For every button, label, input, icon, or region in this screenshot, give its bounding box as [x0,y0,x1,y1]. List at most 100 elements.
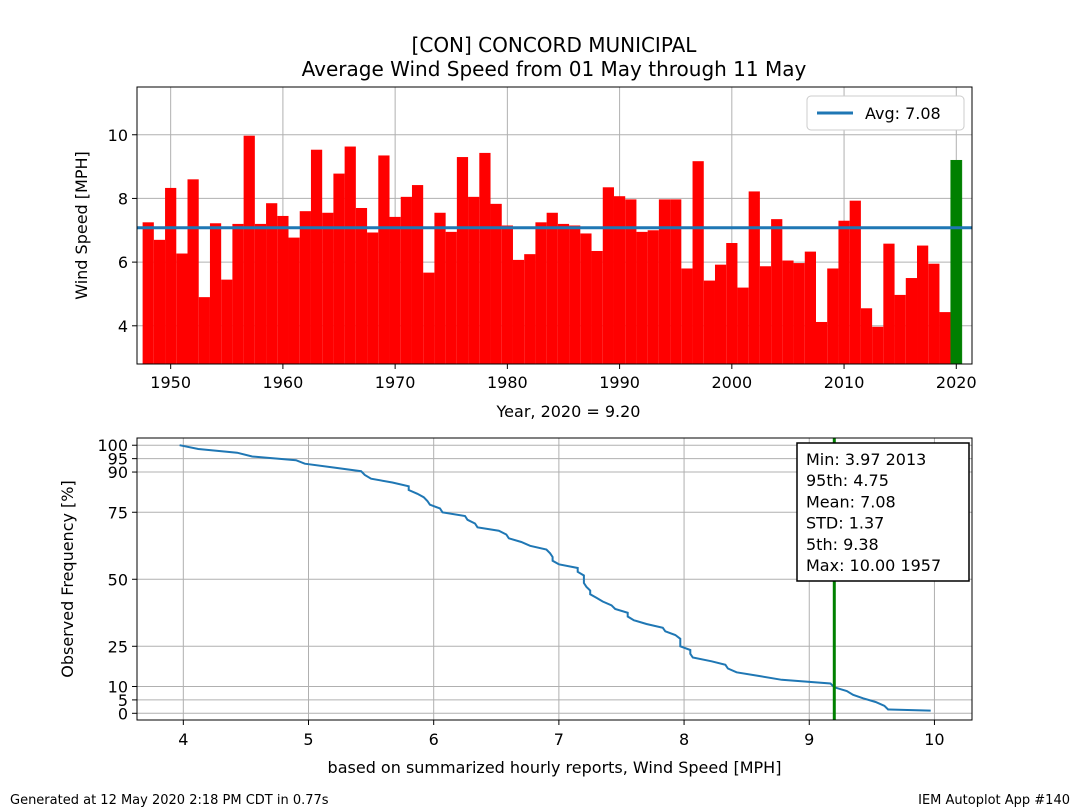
legend-box [806,95,965,131]
bar-1959 [266,203,278,364]
bottom-y-tick-label: 75 [108,503,128,522]
bottom-y-axis-label: Observed Frequency [%] [58,480,77,678]
stats-line: Max: 10.00 1957 [806,556,941,575]
bar-1974 [434,212,446,364]
bar-1950 [165,187,177,364]
top-bar-panel: 1950 1960 1970 1980 1990 2000 2010 2020 4 6 8 10 Yea… [72,86,977,421]
bottom-y-tick-label: 50 [108,570,128,589]
bar-1972 [411,185,424,364]
bar-1951 [176,253,188,364]
bar-1968 [367,232,379,364]
bar-1956 [232,223,244,364]
bottom-y-tick-label: 0 [118,704,128,723]
bottom-y-tick-label: 90 [108,463,128,482]
top-x-tick-label: 2000 [711,373,752,392]
bar-1996 [681,268,693,364]
bottom-x-tick-label: 9 [804,730,814,749]
bar-2009 [827,268,839,364]
bar-1977 [468,196,480,364]
stats-line: STD: 1.37 [806,514,884,533]
bar-2005 [782,260,794,364]
bar-1984 [546,212,558,364]
top-x-tick-label: 2020 [936,373,977,392]
bar-1993 [647,230,659,364]
bar-1954 [209,223,222,364]
top-x-axis-label: Year, 2020 = 9.20 [496,402,641,421]
bottom-x-axis-label: based on summarized hourly reports, Wind… [328,758,782,777]
bar-1997 [692,161,704,364]
bar-1986 [569,225,581,364]
bar-1962 [299,211,311,364]
bottom-x-tick-label: 7 [554,730,564,749]
top-x-tick-label: 1990 [599,373,640,392]
bar-1961 [288,237,300,364]
footer-generated-text: Generated at 12 May 2020 2:18 PM CDT in … [10,793,329,808]
top-legend: Avg: 7.08 [806,95,965,131]
bar-2018 [928,263,940,364]
bar-1983 [535,222,547,364]
frequency-line [179,444,931,712]
bar-2000 [726,243,738,364]
bar-1991 [625,199,637,364]
bar-1964 [322,212,334,364]
stats-line: Min: 3.97 2013 [806,450,926,469]
legend-label: Avg: 7.08 [865,104,941,123]
bar-2004 [771,219,783,364]
bar-1960 [277,215,289,364]
top-x-tick-label: 2010 [824,373,865,392]
top-y-tick-label: 8 [118,189,128,208]
bar-1998 [703,280,715,364]
bar-1952 [187,179,199,364]
chart-title-line2: Average Wind Speed from 01 May through 1… [302,57,807,81]
bar-1979 [490,203,502,364]
bar-1994 [658,199,671,364]
bottom-y-tick-label: 5 [118,691,128,710]
bar-1949 [153,239,166,364]
top-y-tick-label: 6 [118,253,128,272]
bar-2002 [748,191,760,364]
top-x-tick-label: 1980 [487,373,528,392]
bar-1957 [243,135,255,364]
bar-1990 [613,196,626,364]
top-x-tick-label: 1970 [375,373,416,392]
bar-1966 [344,146,356,364]
bar-1955 [221,279,233,364]
bar-1992 [636,231,648,364]
top-y-tick-label: 4 [118,317,128,336]
bottom-y-tick-label: 100 [97,436,128,455]
bar-1963 [310,149,323,364]
stats-line: 95th: 4.75 [806,471,889,490]
bottom-y-tick-label: 10 [108,677,128,696]
bar-2012 [860,308,873,364]
bar-2011 [849,200,861,364]
top-axes-frame [136,86,973,365]
bar-2001 [737,287,749,364]
bar-1970 [389,216,401,364]
bar-1969 [378,155,390,364]
bar-2007 [804,251,816,364]
bar-1973 [423,272,435,364]
bar-2014 [883,243,895,364]
chart-title-line1: [CON] CONCORD MUNICIPAL [412,33,698,57]
bar-1975 [445,231,457,364]
bar-2017 [917,245,929,364]
bar-1989 [602,187,614,364]
top-y-tick-label: 10 [108,126,128,145]
stats-line: 5th: 9.38 [806,535,879,554]
bar-2019 [939,312,951,364]
bar-1978 [479,152,491,364]
bar-1971 [400,196,412,364]
bar-1965 [333,173,345,364]
bar-2020 [950,159,963,364]
top-y-axis-label: Wind Speed [MPH] [72,151,91,300]
bar-1948 [142,222,154,364]
bottom-x-tick-label: 6 [429,730,439,749]
bar-2008 [815,321,828,364]
bar-1985 [557,223,570,364]
bottom-x-tick-label: 5 [303,730,313,749]
bar-2016 [905,278,918,364]
bar-2010 [838,220,850,364]
bar-2006 [793,263,805,364]
